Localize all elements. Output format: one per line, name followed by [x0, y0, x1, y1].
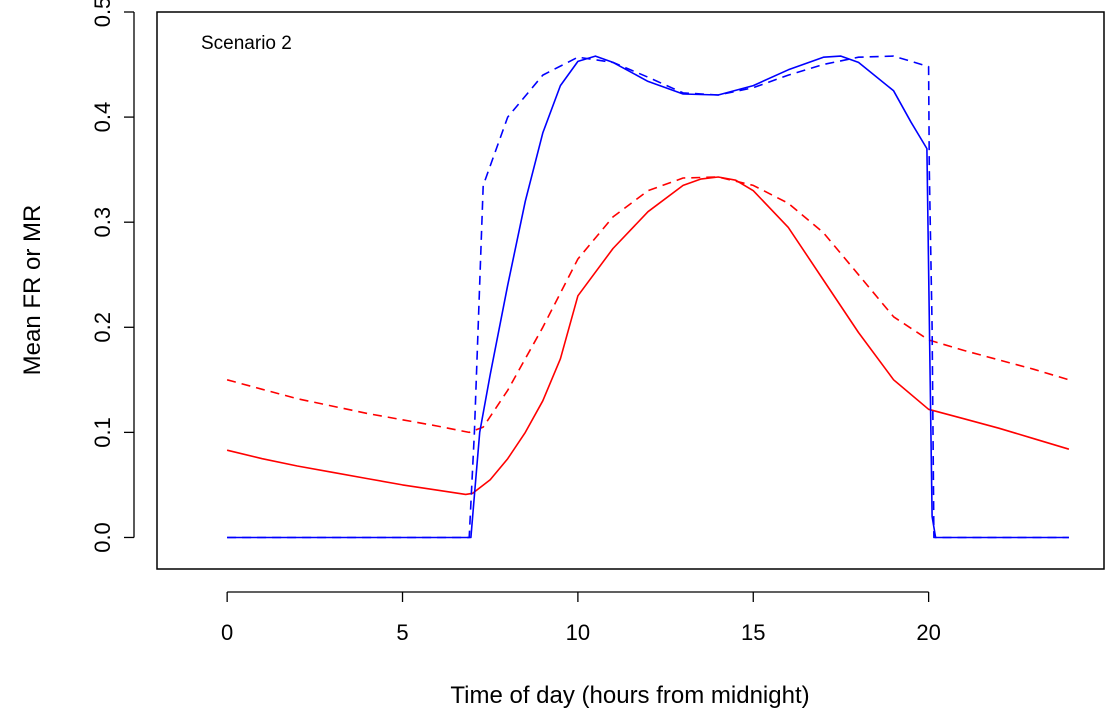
y-axis-title: Mean FR or MR — [19, 205, 46, 376]
plot-frame — [156, 11, 1105, 570]
x-tick-label: 10 — [566, 620, 590, 645]
x-axis-title: Time of day (hours from midnight) — [450, 682, 809, 709]
series-line-1 — [226, 176, 1070, 496]
series-layer — [226, 55, 1070, 539]
series-line-3 — [227, 55, 1069, 539]
x-tick-label: 15 — [741, 620, 765, 645]
y-tick-label: 0.3 — [90, 207, 115, 238]
y-tick-label: 0.2 — [90, 312, 115, 343]
series-line-2 — [226, 176, 1070, 434]
y-tick-label: 0.4 — [90, 102, 115, 133]
scenario-annotation: Scenario 2 — [201, 33, 292, 54]
y-tick-label: 0.0 — [90, 522, 115, 553]
y-tick-label: 0.1 — [90, 417, 115, 448]
y-axis: 0.0 0.1 0.2 0.3 0.4 0.5 — [90, 0, 135, 553]
x-tick-label: 5 — [396, 620, 408, 645]
x-tick-label: 20 — [916, 620, 940, 645]
y-tick-label: 0.5 — [90, 0, 115, 27]
series-line-4 — [227, 55, 1069, 539]
x-axis: 0 5 10 15 20 — [221, 591, 941, 645]
x-tick-label: 0 — [221, 620, 233, 645]
